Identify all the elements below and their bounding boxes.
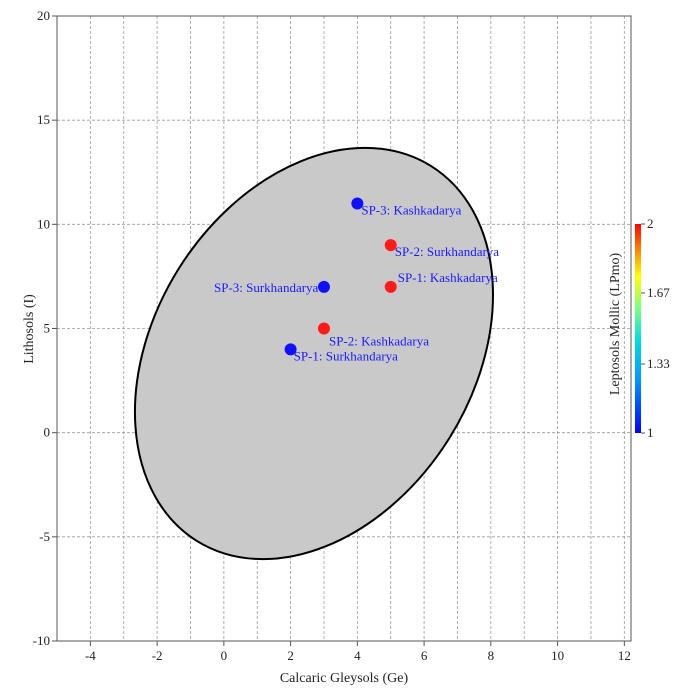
- data-point: [351, 197, 364, 210]
- x-tick-label: -4: [85, 648, 96, 663]
- data-point: [384, 280, 397, 293]
- y-tick-label: 0: [44, 425, 51, 440]
- x-tick-label: -2: [152, 648, 163, 663]
- y-axis-title: Lithosols (I): [22, 294, 37, 364]
- data-point: [284, 343, 297, 356]
- x-tick-label: 10: [551, 648, 564, 663]
- ellipse-layer: [133, 146, 494, 561]
- colorbar-tick-label: 2: [647, 216, 654, 231]
- y-axis: -10 -5 0 5 10 15 20: [33, 8, 57, 648]
- data-point: [317, 280, 330, 293]
- x-tick-label: 0: [221, 648, 228, 663]
- colorbar-title: Leptosols Mollic (LPmo): [608, 253, 623, 396]
- x-axis: -4 -2 0 2 4 6 8 10 12: [85, 641, 631, 663]
- x-tick-label: 2: [287, 648, 294, 663]
- colorbar: 1 1.33 1.67 2 Leptosols Mollic (LPmo): [608, 216, 670, 440]
- point-label: SP-1: Surkhandarya: [294, 348, 399, 363]
- colorbar-gradient: [635, 224, 641, 433]
- point-label: SP-3: Surkhandarya: [214, 280, 319, 295]
- confidence-ellipse: [133, 146, 494, 561]
- point-label: SP-2: Kashkadarya: [329, 334, 429, 349]
- colorbar-ticks: 1 1.33 1.67 2: [641, 216, 670, 440]
- colorbar-tick-label: 1.67: [647, 285, 670, 300]
- y-tick-label: 10: [37, 216, 50, 231]
- x-tick-label: 4: [354, 648, 361, 663]
- x-tick-label: 6: [421, 648, 428, 663]
- y-tick-label: -10: [33, 633, 50, 648]
- x-tick-label: 12: [618, 648, 631, 663]
- y-tick-label: -5: [39, 529, 50, 544]
- x-tick-label: 8: [488, 648, 495, 663]
- point-label: SP-2: Surkhandarya: [395, 244, 500, 259]
- point-label: SP-1: Kashkadarya: [398, 270, 498, 285]
- point-label: SP-3: Kashkadarya: [361, 203, 461, 218]
- y-tick-label: 20: [37, 8, 50, 23]
- colorbar-tick-label: 1: [647, 425, 654, 440]
- y-tick-label: 15: [37, 112, 50, 127]
- data-point: [317, 322, 330, 335]
- colorbar-tick-label: 1.33: [647, 356, 670, 371]
- x-axis-title: Calcaric Gleysols (Ge): [280, 671, 409, 686]
- data-point: [384, 239, 397, 252]
- y-tick-label: 5: [44, 321, 51, 336]
